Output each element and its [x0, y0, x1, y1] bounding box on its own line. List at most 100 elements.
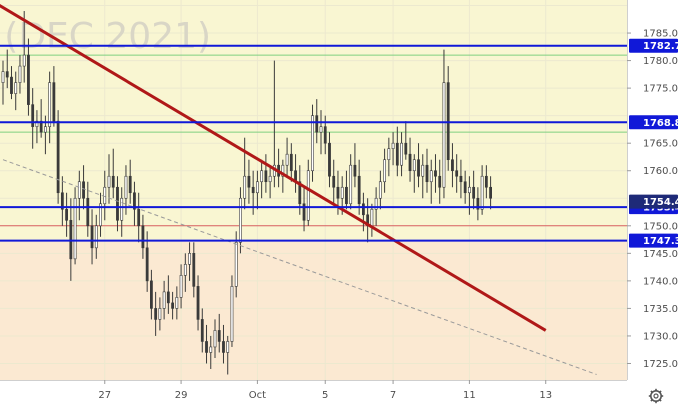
candles[interactable]: [1, 11, 493, 375]
candle[interactable]: [5, 49, 9, 89]
candle[interactable]: [353, 143, 357, 188]
candle[interactable]: [90, 209, 94, 265]
time-axis[interactable]: 27 29 Oct 5 7 11 13: [0, 380, 680, 410]
candle[interactable]: [196, 275, 200, 331]
candle[interactable]: [179, 264, 183, 309]
candle[interactable]: [260, 159, 264, 199]
candle[interactable]: [357, 159, 361, 215]
candle[interactable]: [10, 66, 13, 100]
candle[interactable]: [489, 176, 493, 210]
candle[interactable]: [73, 187, 77, 265]
candle[interactable]: [404, 121, 408, 160]
candle[interactable]: [166, 275, 170, 314]
candle[interactable]: [65, 192, 69, 237]
candle[interactable]: [234, 231, 238, 298]
candle[interactable]: [183, 253, 187, 292]
candle[interactable]: [82, 165, 85, 210]
candle[interactable]: [255, 170, 259, 210]
candle[interactable]: [192, 242, 196, 298]
candle[interactable]: [1, 60, 5, 105]
red-trendline[interactable]: [0, 0, 547, 332]
candle[interactable]: [387, 137, 391, 177]
gear-icon[interactable]: [648, 388, 664, 404]
candle[interactable]: [315, 99, 319, 144]
candle[interactable]: [56, 110, 60, 204]
candle[interactable]: [442, 49, 446, 199]
candle[interactable]: [22, 11, 26, 83]
candle[interactable]: [141, 214, 145, 259]
candle[interactable]: [226, 335, 230, 375]
candle[interactable]: [239, 187, 242, 254]
candle[interactable]: [150, 269, 153, 320]
candle[interactable]: [281, 159, 285, 193]
level-1747-3-badge[interactable]: [629, 233, 678, 248]
candle[interactable]: [116, 176, 119, 232]
candle[interactable]: [383, 148, 387, 193]
candle[interactable]: [175, 286, 179, 320]
level-1782-7-badge[interactable]: [629, 38, 678, 53]
candle[interactable]: [345, 170, 348, 210]
candle[interactable]: [162, 280, 166, 320]
candle[interactable]: [188, 242, 191, 281]
candle[interactable]: [391, 132, 395, 166]
candle[interactable]: [476, 187, 480, 221]
candle[interactable]: [306, 159, 310, 226]
candle[interactable]: [429, 159, 433, 204]
candle[interactable]: [27, 38, 30, 116]
candle[interactable]: [438, 159, 442, 204]
candle[interactable]: [137, 192, 141, 243]
candle[interactable]: [48, 71, 52, 144]
candle[interactable]: [128, 159, 132, 204]
price-axis[interactable]: 1725.0 1730.0 1735.0 1740.0 1745.0 1750.0 1760…: [627, 0, 680, 410]
candle[interactable]: [77, 170, 81, 221]
candle[interactable]: [209, 335, 213, 369]
candle[interactable]: [217, 313, 221, 353]
candle[interactable]: [472, 170, 476, 210]
candle[interactable]: [285, 137, 289, 177]
candle[interactable]: [86, 181, 90, 237]
candle[interactable]: [133, 181, 136, 226]
candle[interactable]: [463, 170, 467, 204]
candle[interactable]: [400, 132, 403, 177]
candle[interactable]: [349, 154, 353, 210]
candle[interactable]: [200, 308, 204, 353]
horizontal-levels[interactable]: [0, 44, 627, 242]
candle[interactable]: [69, 198, 73, 281]
candle[interactable]: [408, 137, 412, 182]
candle[interactable]: [120, 187, 124, 237]
candle[interactable]: [171, 291, 175, 320]
candle[interactable]: [332, 159, 336, 204]
candle[interactable]: [328, 132, 331, 188]
settings-corner[interactable]: [627, 380, 680, 410]
candle[interactable]: [302, 187, 306, 232]
candle[interactable]: [103, 170, 107, 221]
candle[interactable]: [361, 192, 365, 232]
candle[interactable]: [289, 143, 293, 182]
candle[interactable]: [311, 104, 314, 182]
candle[interactable]: [213, 319, 217, 358]
candle[interactable]: [484, 165, 488, 199]
candle[interactable]: [268, 165, 272, 199]
candle[interactable]: [467, 176, 471, 215]
candle[interactable]: [60, 176, 64, 226]
candle[interactable]: [111, 148, 115, 199]
candle[interactable]: [412, 154, 416, 193]
candle[interactable]: [35, 110, 39, 144]
candle[interactable]: [319, 110, 323, 155]
level-1768-8-badge[interactable]: [629, 115, 678, 130]
candle[interactable]: [264, 154, 268, 193]
candle[interactable]: [154, 291, 158, 336]
candle[interactable]: [446, 66, 450, 171]
candle[interactable]: [52, 66, 56, 127]
candle[interactable]: [425, 148, 429, 193]
candle[interactable]: [455, 154, 459, 193]
candle[interactable]: [451, 143, 454, 188]
candle[interactable]: [107, 154, 111, 204]
candle[interactable]: [434, 154, 437, 193]
candle[interactable]: [247, 159, 251, 204]
candle[interactable]: [158, 297, 162, 331]
dashed-trendline[interactable]: [2, 159, 597, 375]
candle[interactable]: [378, 170, 382, 210]
